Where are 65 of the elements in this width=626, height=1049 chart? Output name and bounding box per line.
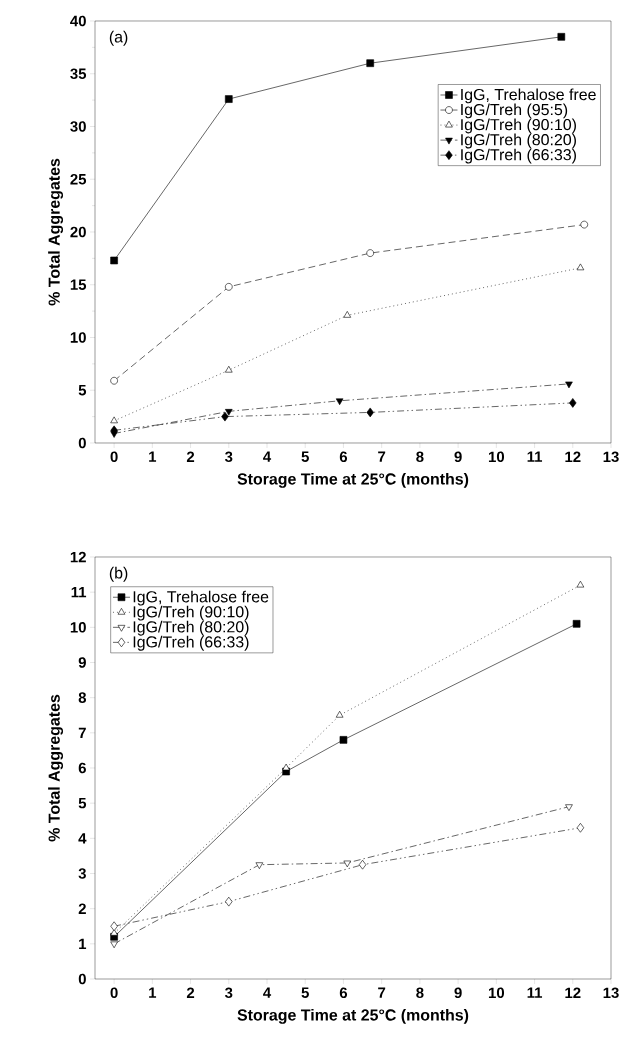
y-tick-label: 0: [78, 437, 86, 449]
y-tick-label: 9: [78, 657, 86, 668]
y-tick-label: 11: [71, 587, 87, 598]
x-tick-label: 10: [488, 451, 505, 463]
y-axis-title: % Total Aggregates: [48, 694, 64, 842]
x-tick-label: 5: [301, 987, 309, 998]
x-tick-label: 6: [339, 987, 348, 999]
y-tick-label: 35: [70, 68, 87, 80]
x-axis-title: Storage Time at 25°C (months): [237, 1008, 469, 1024]
x-tick-label: 9: [454, 987, 462, 999]
legend-label: IgG, Trehalose free: [133, 590, 269, 606]
x-tick-label: 10: [488, 987, 505, 999]
x-tick-label: 13: [603, 987, 619, 999]
x-tick-label: 2: [186, 451, 195, 462]
legend-label: IgG/Treh (80:20): [461, 133, 576, 149]
x-tick-label: 1: [149, 987, 157, 998]
y-tick-label: 20: [70, 226, 86, 238]
x-tick-label: 11: [527, 451, 543, 462]
annotation: (b): [109, 566, 128, 582]
x-tick-label: 7: [378, 987, 386, 998]
x-tick-label: 2: [186, 987, 195, 998]
x-tick-label: 5: [301, 451, 309, 462]
x-tick-label: 3: [224, 451, 233, 463]
y-tick-label: 30: [70, 121, 86, 132]
y-tick-label: 7: [78, 727, 86, 738]
y-tick-label: 25: [70, 173, 87, 185]
x-tick-label: 9: [454, 451, 462, 463]
y-tick-label: 3: [78, 868, 86, 879]
y-tick-label: 0: [78, 973, 86, 985]
y-tick-label: 6: [78, 762, 86, 774]
y-tick-label: 1: [79, 938, 87, 949]
y-tick-label: 10: [70, 622, 86, 633]
x-tick-label: 8: [416, 451, 424, 463]
legend-label: IgG/Treh (80:20): [133, 620, 249, 636]
x-tick-label: 4: [263, 451, 272, 462]
x-tick-label: 1: [149, 451, 157, 462]
y-tick-label: 2: [78, 903, 86, 914]
legend-label: IgG/Treh (66:33): [133, 635, 249, 651]
annotation: (a): [109, 30, 128, 46]
x-tick-label: 4: [263, 987, 272, 998]
legend-label: IgG/Treh (90:10): [133, 605, 249, 621]
x-tick-label: 12: [565, 987, 581, 998]
legend-label: IgG, Trehalose free: [461, 88, 596, 104]
x-axis-title: Storage Time at 25°C (months): [237, 472, 469, 488]
x-tick-label: 0: [110, 451, 118, 463]
x-tick-label: 7: [378, 451, 386, 462]
y-tick-label: 4: [78, 833, 87, 844]
legend-label: IgG/Treh (95:5): [461, 103, 568, 119]
y-tick-label: 5: [78, 385, 87, 396]
y-tick-label: 10: [70, 332, 86, 343]
y-tick-label: 40: [70, 15, 86, 27]
x-tick-label: 13: [603, 451, 619, 463]
y-tick-label: 8: [78, 692, 87, 703]
x-tick-label: 8: [416, 987, 424, 999]
y-tick-label: 12: [70, 551, 86, 563]
x-tick-label: 12: [565, 451, 581, 462]
legend-label: IgG/Treh (66:33): [461, 148, 576, 164]
x-tick-label: 11: [527, 987, 543, 998]
x-tick-label: 6: [339, 451, 348, 463]
x-tick-label: 3: [224, 987, 233, 999]
y-tick-label: 5: [78, 797, 87, 809]
y-axis-title: % Total Aggregates: [48, 158, 64, 306]
legend-label: IgG/Treh (90:10): [461, 118, 576, 134]
y-tick-label: 15: [70, 279, 87, 290]
x-tick-label: 0: [110, 987, 118, 999]
